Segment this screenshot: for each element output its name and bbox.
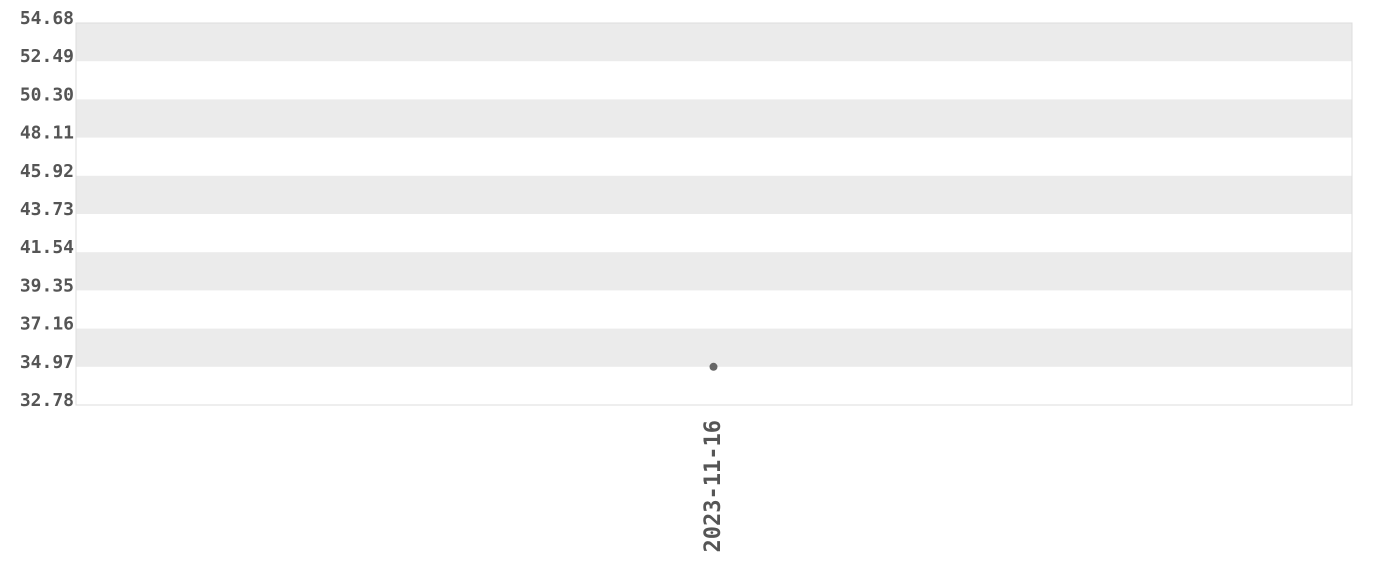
y-tick-label: 41.54 [20, 237, 74, 258]
y-tick-label: 48.11 [20, 123, 74, 144]
grid-band [76, 252, 1352, 291]
y-tick-label: 39.35 [20, 275, 74, 296]
y-tick-label: 37.16 [20, 314, 74, 335]
grid-bands [76, 23, 1352, 367]
y-tick-label: 52.49 [20, 46, 74, 67]
data-points [709, 362, 718, 371]
y-tick-label: 54.68 [20, 8, 74, 29]
grid-band [76, 328, 1352, 367]
grid-band [76, 175, 1352, 214]
x-tick-label: 2023-11-16 [701, 420, 726, 552]
grid-band [76, 99, 1352, 138]
y-tick-label: 32.78 [20, 390, 74, 411]
y-tick-label: 43.73 [20, 199, 74, 220]
y-axis-ticks: 54.68 52.49 50.30 48.11 45.92 43.73 41.54 39.35… [20, 8, 74, 411]
y-tick-label: 50.30 [20, 84, 74, 105]
x-axis-ticks: 2023-11-16 [701, 420, 726, 552]
grid-band [76, 23, 1352, 62]
plot-area-border [75, 22, 1353, 406]
y-tick-label: 34.97 [20, 352, 74, 373]
data-point[interactable] [709, 362, 718, 371]
y-tick-label: 45.92 [20, 161, 74, 182]
